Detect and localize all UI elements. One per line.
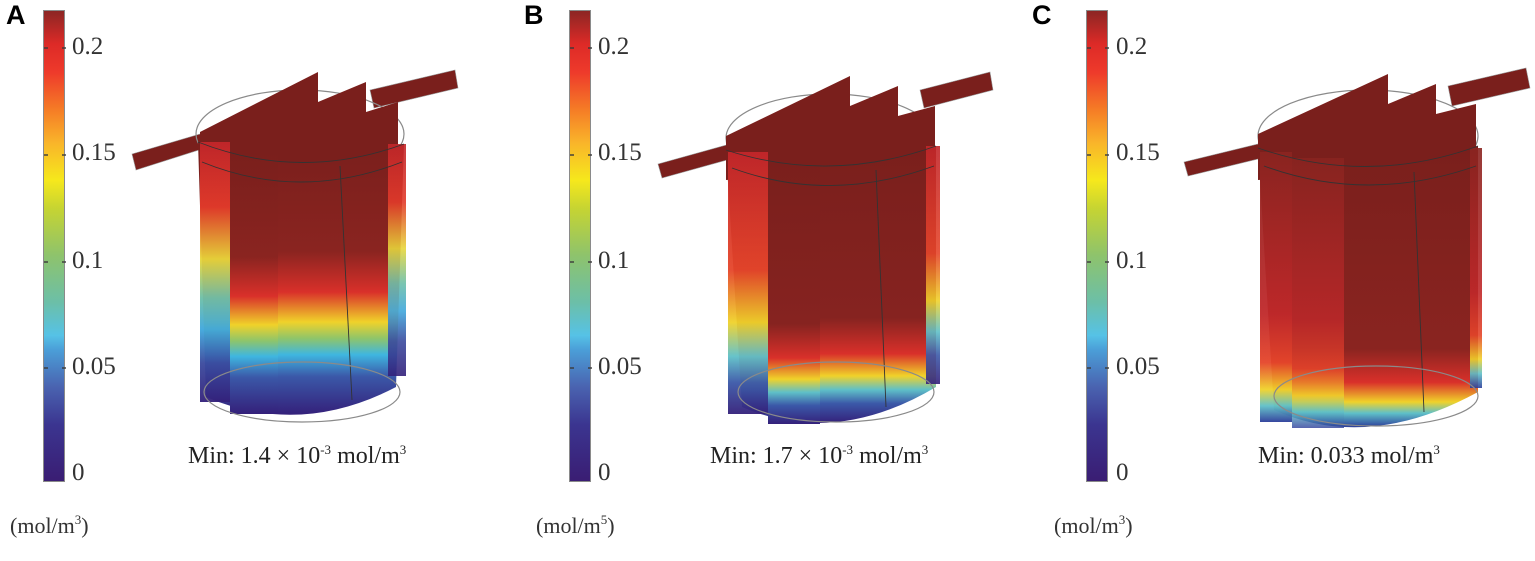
panel-label: C [1032,0,1052,30]
panel-a: A 0.2 0.15 0.1 0.05 0 (mol/m3) Min: 1.4 … [0,0,510,561]
colorbar-tick-label: 0.2 [598,33,630,60]
colorbar [569,10,592,482]
colorbar-unit-label: (mol/m3) [1054,512,1133,538]
colorbar-tick-label: 0 [598,459,611,486]
colorbar-unit-label: (mol/m5) [536,512,615,538]
panel-label: A [6,0,26,30]
colorbar-tick-label: 0.1 [72,247,104,274]
panel-c: C 0.2 0.15 0.1 0.05 0 (mol/m3) Min: 0.03… [1030,0,1535,561]
colorbar-tick-label: 0.1 [1116,247,1148,274]
colorbar-tick-label: 0.2 [1116,33,1148,60]
colorbar-tick-label: 0.2 [72,33,104,60]
colorbar-tick-label: 0.15 [72,139,116,166]
reactor-3d-plot [1183,67,1531,428]
colorbar-tick-label: 0 [1116,459,1129,486]
colorbar-tick-label: 0.05 [72,353,116,380]
colorbar-unit-label: (mol/m3) [10,512,89,538]
colorbar-tick-label: 0 [72,459,85,486]
colorbar [1086,10,1109,482]
colorbar-tick-label: 0.05 [1116,353,1160,380]
min-value-annotation: Min: 1.7 × 10-3 mol/m3 [710,442,929,469]
colorbar-tick-label: 0.15 [1116,139,1160,166]
reactor-3d-plot [657,71,994,424]
colorbar-tick-label: 0.05 [598,353,642,380]
panel-b: B 0.2 0.15 0.1 0.05 0 (mol/m5) Min: 1.7 … [520,0,1025,561]
reactor-3d-plot [131,69,459,423]
colorbar-tick-label: 0.15 [598,139,642,166]
min-value-annotation: Min: 1.4 × 10-3 mol/m3 [188,442,407,469]
min-value-annotation: Min: 0.033 mol/m3 [1258,442,1440,469]
colorbar [43,10,66,482]
panel-label: B [524,0,544,30]
colorbar-tick-label: 0.1 [598,247,630,274]
